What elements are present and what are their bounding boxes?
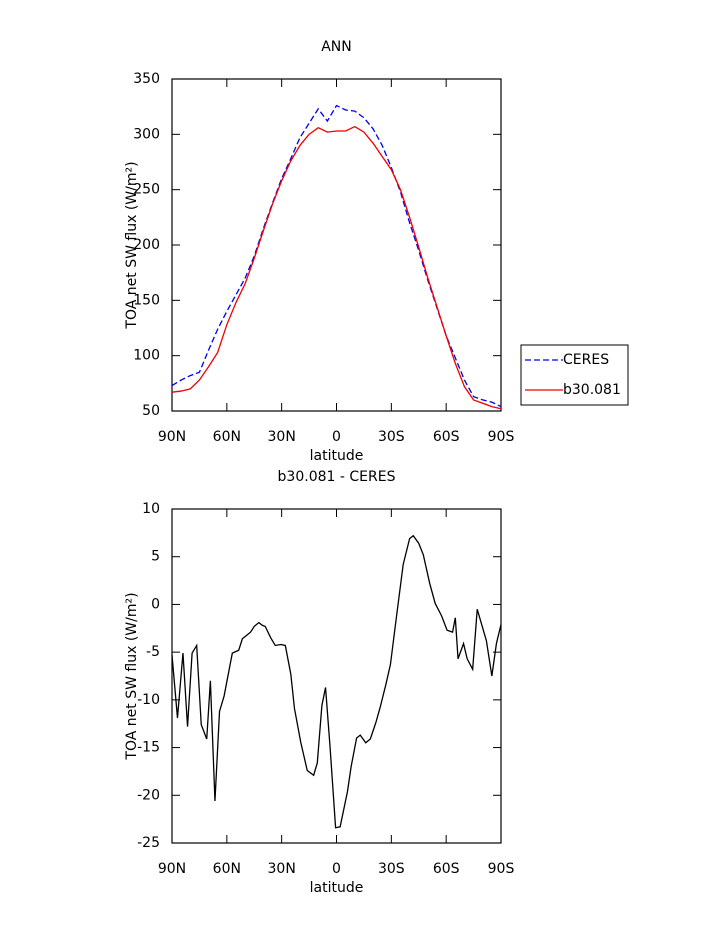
y-tick-label: 100 — [133, 348, 160, 364]
y-axis-label: TOA net SW flux (W/m²) — [124, 161, 140, 329]
y-tick-label: -15 — [137, 740, 160, 756]
x-tick-label: 90N — [158, 429, 186, 445]
x-tick-label: 60N — [213, 861, 241, 877]
x-tick-label: 90S — [488, 861, 515, 877]
x-tick-label: 0 — [332, 861, 341, 877]
data-line — [171, 104, 502, 408]
chart-title: b30.081 - CERES — [278, 469, 396, 485]
y-tick-label: 300 — [133, 126, 160, 142]
y-tick-label: -5 — [146, 644, 160, 660]
x-tick-label: 30N — [268, 429, 296, 445]
y-tick-label: 5 — [151, 549, 160, 565]
y-tick-label: 0 — [151, 596, 160, 612]
chart-title: ANN — [321, 39, 352, 55]
x-axis-label: latitude — [310, 880, 364, 896]
x-tick-label: 0 — [332, 429, 341, 445]
legend-box — [520, 344, 629, 406]
plot-frame — [171, 508, 502, 844]
y-tick-label: 350 — [133, 71, 160, 87]
data-line — [171, 534, 502, 829]
y-tick-label: 250 — [133, 182, 160, 198]
x-tick-label: 30S — [378, 861, 405, 877]
x-axis-label: latitude — [310, 448, 364, 464]
x-tick-label: 90N — [158, 861, 186, 877]
y-tick-label: 10 — [142, 501, 160, 517]
x-tick-label: 60S — [433, 429, 460, 445]
y-tick-label: -10 — [137, 692, 160, 708]
legend-label: CERES — [563, 352, 609, 368]
y-tick-label: 150 — [133, 292, 160, 308]
x-tick-label: 30N — [268, 861, 296, 877]
data-line — [171, 125, 502, 410]
x-tick-label: 60N — [213, 429, 241, 445]
y-tick-label: 50 — [142, 403, 160, 419]
y-tick-label: -20 — [137, 787, 160, 803]
plot-frame — [171, 78, 502, 412]
y-axis-label: TOA net SW flux (W/m²) — [124, 592, 140, 760]
x-tick-label: 90S — [488, 429, 515, 445]
x-tick-label: 60S — [433, 861, 460, 877]
legend-label: b30.081 — [563, 382, 621, 398]
x-tick-label: 30S — [378, 429, 405, 445]
y-tick-label: -25 — [137, 835, 160, 851]
y-tick-label: 200 — [133, 237, 160, 253]
